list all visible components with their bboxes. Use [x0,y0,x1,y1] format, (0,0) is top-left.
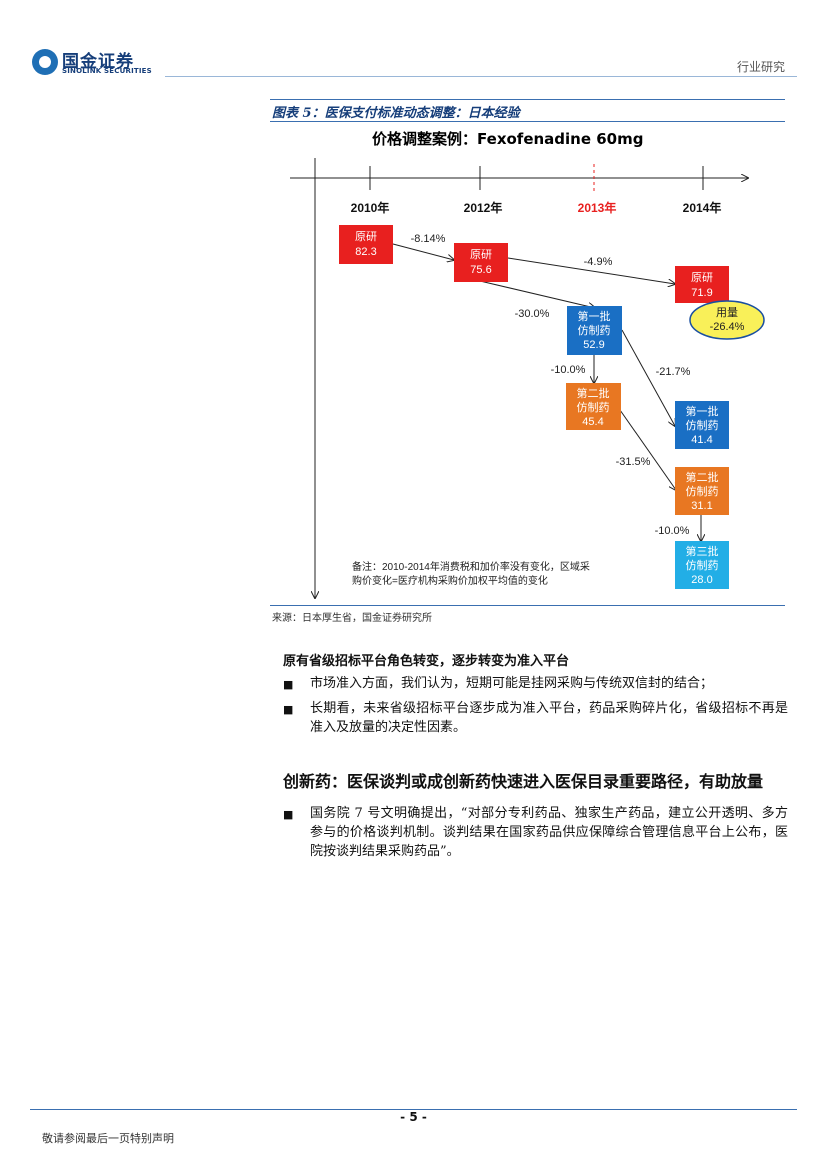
bullet-icon: ■ [283,678,294,691]
year-2014: 2014年 [683,200,722,215]
box-bg [675,401,729,449]
figure-title-rule [270,121,785,122]
usage-value: -26.4% [710,321,745,333]
box-value: 45.4 [582,416,603,428]
figure-source: 来源：日本厚生省，国金证券研究所 [272,613,432,624]
note-line-2: 购价变化=医疗机构采购价加权平均值的变化 [352,574,548,587]
box-label: 原研 [355,231,377,243]
box-label: 原研 [691,272,713,284]
box-bg [339,225,393,264]
arrow-1 [392,243,454,260]
logo-subtext: SINOLINK SECURITIES [62,67,152,75]
box-generic-batch2-2014: 第二批 仿制药 31.1 [675,467,729,515]
box-label: 仿制药 [577,401,610,414]
change-label: -31.5% [616,456,651,468]
box-label: 仿制药 [578,324,611,337]
box-original-2012: 原研 75.6 [454,243,508,282]
box-label: 仿制药 [686,559,719,572]
year-2012: 2012年 [464,200,503,215]
usage-bubble: 用量 -26.4% [689,300,765,340]
usage-label: 用量 [716,306,738,319]
logo-icon [32,49,58,75]
section-heading: 原有省级招标平台角色转变，逐步转变为准入平台 [283,654,570,669]
box-label: 第二批 [577,386,610,400]
change-label: -8.14% [411,233,446,245]
box-value: 52.9 [583,339,604,351]
change-label: -10.0% [551,364,586,376]
bullet-icon: ■ [283,808,294,821]
arrow-3 [479,280,595,308]
box-label: 原研 [470,249,492,261]
box-value: 31.1 [691,500,712,512]
disclaimer-note: 敬请参阅最后一页特别声明 [42,1132,174,1145]
box-bg [454,243,508,282]
figure-bottom-rule [270,605,785,606]
box-original-2010: 原研 82.3 [339,225,393,264]
header-divider [165,76,797,77]
section-heading: 创新药：医保谈判或成创新药快速进入医保目录重要路径，有助放量 [283,772,764,791]
figure-label: 图表 5：医保支付标准动态调整：日本经验 [272,106,520,121]
box-generic-batch1-2013: 第一批 仿制药 52.9 [567,306,622,355]
box-label: 仿制药 [686,485,719,498]
box-bg [566,383,621,430]
change-label: -21.7% [656,366,691,378]
bullet-text: 国务院 7 号文明确提出，“对部分专利药品、独家生产药品，建立公开透明、多方参与… [310,806,788,859]
box-bg [675,266,729,303]
bullet-icon: ■ [283,703,294,716]
bullet-text: 市场准入方面，我们认为，短期可能是挂网采购与传统双信封的结合； [310,676,714,691]
note-line-1: 备注：2010-2014年消费税和加价率没有变化，区域采 [352,560,590,573]
arrow-2 [507,257,675,284]
box-bg [675,541,729,589]
section-label: 行业研究 [736,60,785,74]
box-value: 82.3 [355,246,376,258]
box-label: 第二批 [686,470,719,484]
footer-divider [30,1109,797,1110]
arrow-6 [619,409,676,490]
box-bg [567,306,622,355]
change-label: -4.9% [584,256,613,268]
price-diagram: 2010年 2012年 2013年 2014年 -8.14% -4.9% -30… [290,158,765,620]
box-value: 41.4 [691,434,712,446]
box-label: 仿制药 [686,419,719,432]
box-label: 第一批 [686,404,719,418]
year-2013: 2013年 [578,200,617,215]
box-original-2014: 原研 71.9 [675,266,729,303]
logo-text: 国金证券 [62,52,134,72]
bullet-text: 长期看，未来省级招标平台逐步成为准入平台，药品采购碎片化，省级招标不再是准入及放… [310,701,788,735]
arrow-5 [621,329,675,426]
figure-top-rule [270,99,785,100]
year-2010: 2010年 [351,200,390,215]
box-generic-batch1-2014: 第一批 仿制药 41.4 [675,401,729,449]
box-bg [675,467,729,515]
chart-title: 价格调整案例：Fexofenadine 60mg [372,130,644,148]
box-value: 75.6 [470,264,491,276]
box-label: 第三批 [686,544,719,558]
change-label: -10.0% [655,525,690,537]
box-value: 28.0 [691,574,712,586]
change-label: -30.0% [515,308,550,320]
box-generic-batch2-2013: 第二批 仿制药 45.4 [566,383,621,430]
page-number: - 5 - [400,1110,427,1124]
box-generic-batch3-2014: 第三批 仿制药 28.0 [675,541,729,589]
box-value: 71.9 [691,287,712,299]
box-label: 第一批 [578,309,611,323]
